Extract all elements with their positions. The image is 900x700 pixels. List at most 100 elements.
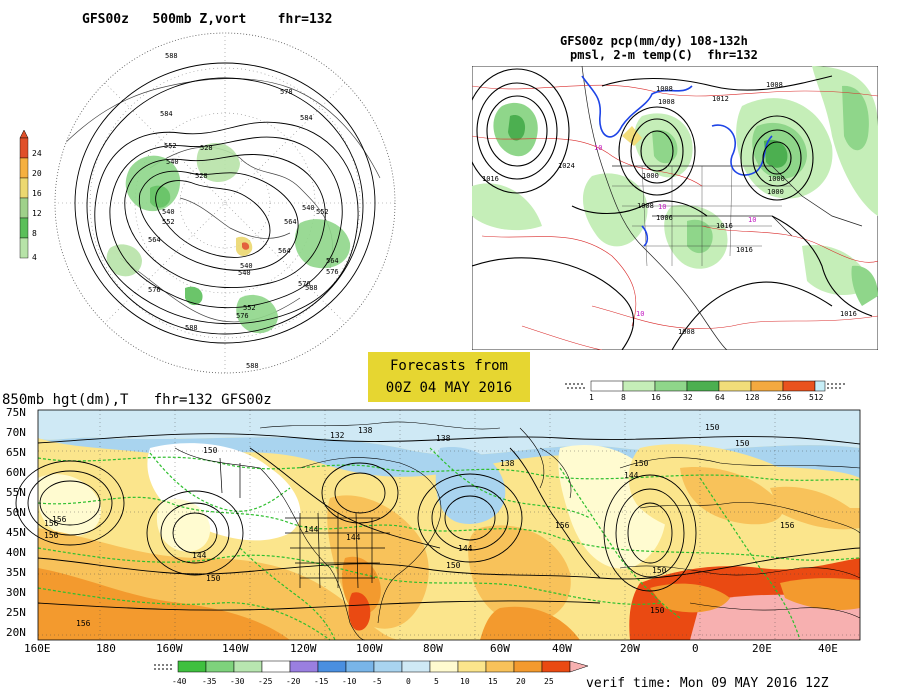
temp-label: 10 — [636, 310, 644, 318]
pressure-label: 1016 — [736, 246, 753, 254]
forecast-banner: Forecasts from 00Z 04 MAY 2016 — [368, 352, 530, 402]
height-label: 156 — [76, 619, 91, 628]
pressure-label: 1000 — [768, 175, 785, 183]
lat-tick: 25N — [6, 606, 26, 619]
contour-label: 528 — [195, 172, 208, 180]
height-label: 150 — [206, 574, 221, 583]
height-label: 144 — [346, 533, 361, 542]
lat-tick: 40N — [6, 546, 26, 559]
contour-label: 588 — [305, 284, 318, 292]
lon-tick: 60W — [490, 642, 510, 655]
height-label: 144 — [192, 551, 207, 560]
lat-tick: 60N — [6, 466, 26, 479]
temp-label: 10 — [658, 203, 666, 211]
lon-tick: 100W — [356, 642, 383, 655]
height-label: 132 — [330, 431, 345, 440]
lon-tick: 80W — [423, 642, 443, 655]
height-label: 138 — [436, 434, 451, 443]
legend-tick: 4 — [32, 253, 37, 262]
contour-label: 540 — [162, 208, 175, 216]
pressure-label: 1008 — [658, 98, 675, 106]
panel-850mb-title: 850mb hgt(dm),T fhr=132 GFS00z — [2, 392, 272, 408]
contour-label: 540 — [302, 204, 315, 212]
verif-time: verif time: Mon 09 MAY 2016 12Z — [586, 676, 829, 691]
lat-tick: 35N — [6, 566, 26, 579]
lon-tick: 40W — [552, 642, 572, 655]
height-label: 150 — [650, 606, 665, 615]
legend-tick: 20 — [32, 169, 42, 178]
lon-tick: 160E — [24, 642, 51, 655]
contour-label: 564 — [284, 218, 297, 226]
forecast-banner-line2: 00Z 04 MAY 2016 — [385, 380, 513, 396]
legend-tick: 10 — [460, 677, 470, 686]
legend-tick: 8 — [32, 229, 37, 238]
height-label: 144 — [304, 525, 319, 534]
height-label: 138 — [500, 459, 515, 468]
height-label: 150 — [735, 439, 750, 448]
legend-tick: 8 — [621, 393, 626, 402]
height-label: 156 — [52, 515, 67, 524]
lat-tick: 55N — [6, 486, 26, 499]
legend-tick: 32 — [683, 393, 693, 402]
vorticity-legend: 24 20 16 12 8 4 — [19, 130, 42, 262]
contour-label: 564 — [148, 236, 161, 244]
height-label: 150 — [705, 423, 720, 432]
contour-label: 588 — [165, 52, 178, 60]
panel-pcp-title-1: GFS00z pcp(mm/dy) 108-132h — [560, 34, 748, 48]
forecast-banner-line1: Forecasts from — [389, 358, 508, 374]
lat-tick: 70N — [6, 426, 26, 439]
lon-tick: 20E — [752, 642, 772, 655]
contour-label: 576 — [236, 312, 249, 320]
panel-500mb-title: GFS00z 500mb Z,vort fhr=132 — [82, 12, 333, 27]
legend-tick: -10 — [342, 677, 357, 686]
legend-tick: -40 — [172, 677, 187, 686]
height-label: 156 — [44, 519, 59, 528]
lat-tick: 75N — [6, 406, 26, 419]
lon-tick: 180 — [96, 642, 116, 655]
legend-tick: -25 — [258, 677, 273, 686]
legend-tick: 64 — [715, 393, 725, 402]
precip-legend: 1 8 16 32 64 128 256 512 — [565, 380, 845, 402]
legend-tick: 0 — [406, 677, 411, 686]
pressure-label: 1016 — [840, 310, 857, 318]
panel-500mb-map: 588 578 584 552 540 528 540 552 564 576 … — [54, 32, 396, 374]
contour-label: 552 — [164, 142, 177, 150]
pressure-label: 1000 — [767, 188, 784, 196]
temp-label: 10 — [748, 216, 756, 224]
legend-tick: 128 — [745, 393, 760, 402]
pressure-label: 1012 — [712, 95, 729, 103]
legend-tick: 1 — [589, 393, 594, 402]
height-label: 156 — [44, 531, 59, 540]
height-label: 156 — [555, 521, 570, 530]
contour-label: 552 — [316, 208, 329, 216]
legend-tick: -15 — [314, 677, 329, 686]
contour-label: 552 — [162, 218, 175, 226]
height-label: 150 — [634, 459, 649, 468]
height-label: 156 — [780, 521, 795, 530]
lon-tick: 160W — [156, 642, 183, 655]
lat-tick: 65N — [6, 446, 26, 459]
pressure-label: 1016 — [482, 175, 499, 183]
pressure-label: 1008 — [656, 85, 673, 93]
contour-label: 578 — [280, 88, 293, 96]
contour-label: 540 — [166, 158, 179, 166]
legend-tick: -20 — [286, 677, 301, 686]
legend-tick: 20 — [516, 677, 526, 686]
contour-label: 528 — [200, 144, 213, 152]
contour-label: 564 — [278, 247, 291, 255]
legend-tick: 15 — [488, 677, 498, 686]
legend-tick: 12 — [32, 209, 42, 218]
contour-label: 576 — [298, 280, 311, 288]
lat-tick: 50N — [6, 506, 26, 519]
lon-tick: 0 — [692, 642, 699, 655]
height-label: 150 — [203, 446, 218, 455]
height-label: 144 — [458, 544, 473, 553]
height-label: 150 — [446, 561, 461, 570]
legend-tick: 25 — [544, 677, 554, 686]
panel-850mb-map: 138 138 138 150 150 150 144 144 150 156 … — [15, 409, 861, 641]
lon-tick: 20W — [620, 642, 640, 655]
legend-tick: 512 — [809, 393, 824, 402]
contour-label: 540 — [238, 269, 251, 277]
contour-label: 588 — [185, 324, 198, 332]
lat-tick: 45N — [6, 526, 26, 539]
